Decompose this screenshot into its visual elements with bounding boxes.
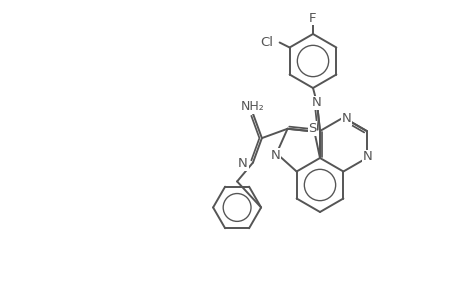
Text: N: N <box>312 97 321 110</box>
Text: Cl: Cl <box>260 36 273 49</box>
Text: S: S <box>308 122 316 135</box>
Text: F: F <box>308 11 316 25</box>
Text: N: N <box>341 112 351 125</box>
Text: N: N <box>238 157 247 170</box>
Text: N: N <box>362 151 372 164</box>
Text: NH₂: NH₂ <box>241 100 264 113</box>
Text: N: N <box>270 149 280 162</box>
